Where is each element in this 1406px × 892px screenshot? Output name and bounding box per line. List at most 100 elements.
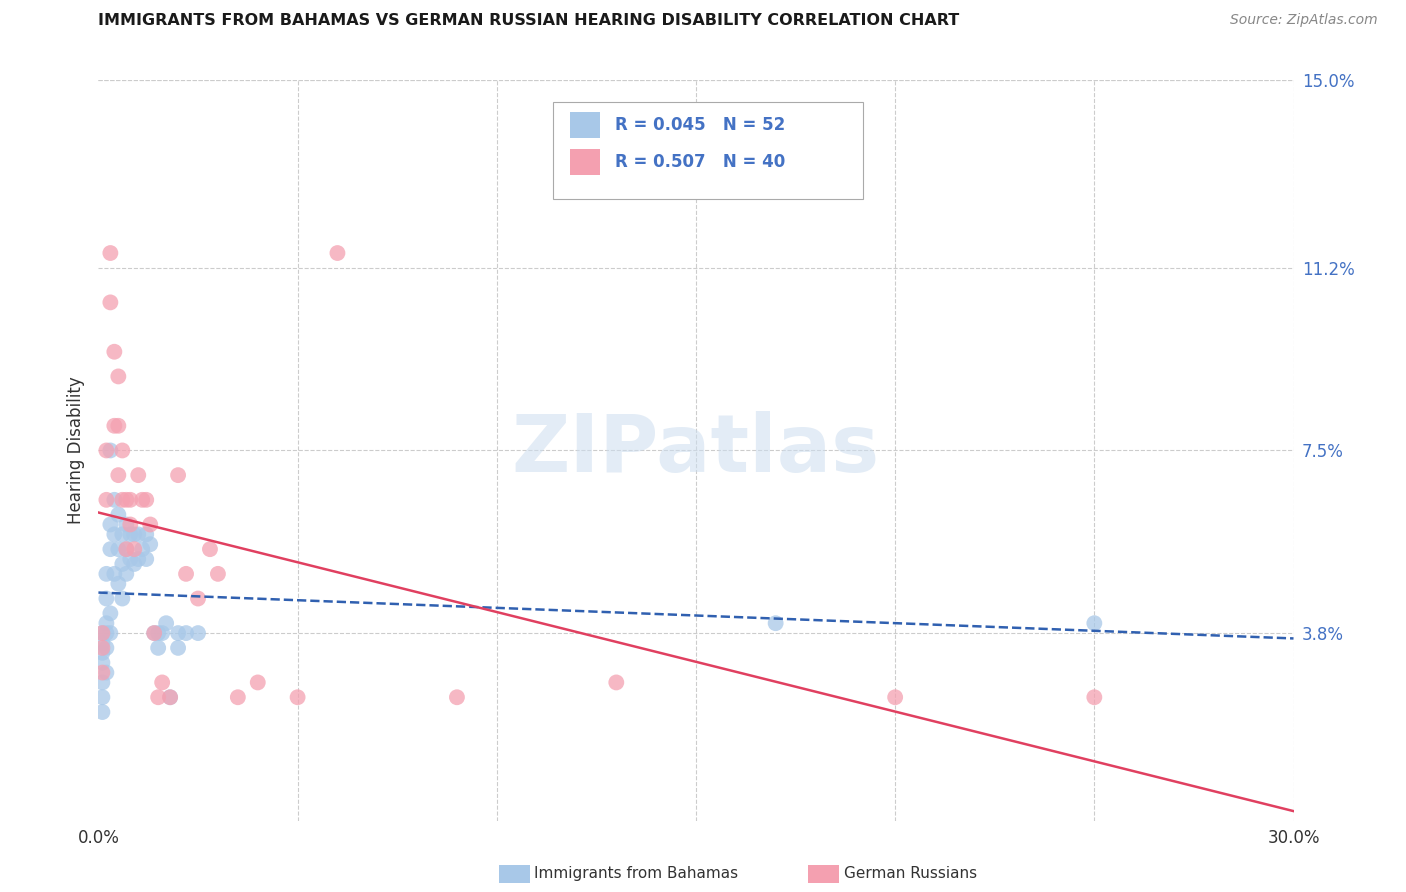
Point [124,557,146,571]
Point [100,443,122,458]
Point [100,246,122,260]
Point [91,705,114,719]
Point [115,492,138,507]
Point [96,443,118,458]
Point [100,517,122,532]
Point [139,517,162,532]
Point [107,418,129,433]
Point [167,640,190,655]
Point [127,468,149,483]
Point [120,527,142,541]
Text: IMMIGRANTS FROM BAHAMAS VS GERMAN RUSSIAN HEARING DISABILITY CORRELATION CHART: IMMIGRANTS FROM BAHAMAS VS GERMAN RUSSIA… [98,13,960,29]
Point [91,646,114,660]
Point [111,527,134,541]
Point [96,616,118,631]
Point [120,517,142,532]
FancyBboxPatch shape [553,103,863,199]
Point [120,492,142,507]
Point [111,591,134,606]
Point [143,626,166,640]
Point [174,626,197,640]
Point [111,557,134,571]
Point [143,626,166,640]
Point [131,542,153,557]
FancyBboxPatch shape [571,149,600,175]
Point [124,542,146,557]
Point [127,527,149,541]
Point [226,690,249,705]
Point [135,492,157,507]
Point [167,626,190,640]
Point [91,656,114,670]
Point [100,542,122,557]
Point [155,616,177,631]
Point [103,418,125,433]
Point [96,566,118,581]
Point [115,542,138,557]
Text: Source: ZipAtlas.com: Source: ZipAtlas.com [1230,13,1378,28]
Point [107,576,129,591]
Point [159,690,181,705]
Point [1083,616,1105,631]
Point [246,675,269,690]
FancyBboxPatch shape [571,112,600,137]
Point [103,566,125,581]
Point [150,675,173,690]
Point [91,665,114,680]
Point [765,616,787,631]
Point [198,542,221,557]
Point [115,542,138,557]
Point [127,552,149,566]
Point [111,492,134,507]
Point [103,492,125,507]
Point [150,626,173,640]
Point [91,675,114,690]
Text: R = 0.507   N = 40: R = 0.507 N = 40 [614,153,785,170]
Point [91,626,114,640]
Point [167,468,190,483]
Point [326,246,349,260]
Text: German Russians: German Russians [844,866,977,880]
Point [91,640,114,655]
Point [139,537,162,551]
Point [135,552,157,566]
Point [148,640,170,655]
Point [287,690,309,705]
Point [135,527,157,541]
Point [111,443,134,458]
Point [91,636,114,650]
Point [207,566,229,581]
Point [100,626,122,640]
Point [91,626,114,640]
Point [91,690,114,705]
Point [187,626,209,640]
Point [605,675,627,690]
Point [884,690,907,705]
Point [107,468,129,483]
Point [107,369,129,384]
Point [148,626,170,640]
Point [96,591,118,606]
Point [96,492,118,507]
Point [131,492,153,507]
Point [115,517,138,532]
Text: ZIPatlas: ZIPatlas [512,411,880,490]
Text: R = 0.045   N = 52: R = 0.045 N = 52 [614,116,785,134]
Point [159,690,181,705]
Point [148,690,170,705]
Point [1083,690,1105,705]
Point [103,527,125,541]
Y-axis label: Hearing Disability: Hearing Disability [66,376,84,524]
Point [174,566,197,581]
Point [103,344,125,359]
Point [187,591,209,606]
Point [115,566,138,581]
Point [124,527,146,541]
Point [120,552,142,566]
Point [107,508,129,522]
Point [107,542,129,557]
Point [100,295,122,310]
Point [96,640,118,655]
Point [96,626,118,640]
Point [100,607,122,621]
